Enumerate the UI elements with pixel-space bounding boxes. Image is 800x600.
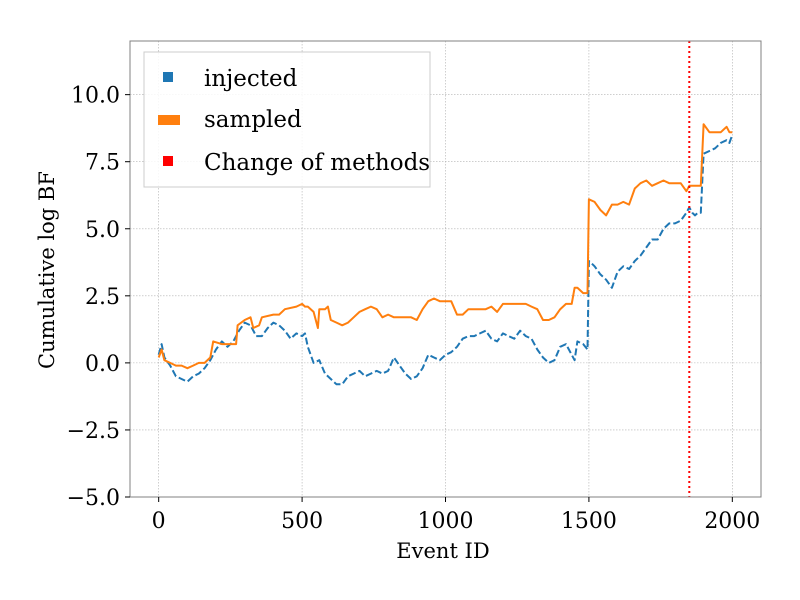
legend-box xyxy=(143,51,431,188)
x-tick-label: 1500 xyxy=(561,509,617,534)
series-layer xyxy=(157,123,734,386)
legend-swatch-sampled xyxy=(158,115,180,125)
legend-swatch-change-of-methods xyxy=(163,156,173,166)
y-tick-label: −2.5 xyxy=(67,419,120,444)
y-tick-label: −5.0 xyxy=(67,486,120,511)
legend-label-sampled: sampled xyxy=(204,107,302,133)
y-tick-label: 0.0 xyxy=(85,352,120,377)
y-tick-label: 2.5 xyxy=(85,285,120,310)
legend: injected sampled Change of methods xyxy=(143,51,431,188)
x-axis-title: Event ID xyxy=(396,539,489,563)
series-line-injected xyxy=(157,134,734,386)
y-axis-title: Cumulative log BF xyxy=(35,171,59,369)
y-tick-label: 5.0 xyxy=(85,218,120,243)
legend-swatch-injected xyxy=(163,72,173,82)
x-tick-label: 2000 xyxy=(704,509,760,534)
y-tick-label: 10.0 xyxy=(71,84,120,109)
series-line-sampled xyxy=(157,123,733,370)
x-tick-label: 500 xyxy=(281,509,323,534)
legend-label-change-of-methods: Change of methods xyxy=(204,150,430,176)
legend-label-injected: injected xyxy=(204,66,298,92)
x-tick-label: 0 xyxy=(152,509,166,534)
x-tick-label: 1000 xyxy=(418,509,474,534)
y-tick-label: 7.5 xyxy=(85,151,120,176)
tick-layer: 0 500 1000 1500 2000 −5.0 −2.5 0.0 2.5 5.0 7.5 10.0 xyxy=(67,84,761,534)
